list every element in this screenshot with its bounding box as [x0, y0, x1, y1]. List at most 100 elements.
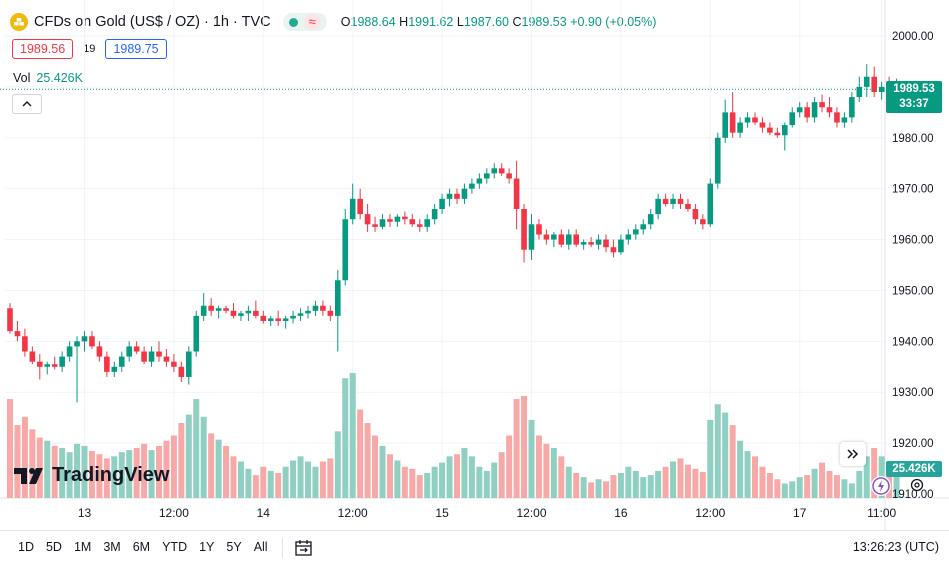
time-axis-label: 17	[793, 506, 807, 520]
volume-bar	[118, 452, 125, 498]
volume-bar	[379, 445, 386, 498]
bid-ask-row: 1989.56 19 1989.75	[12, 39, 167, 59]
candle-body	[439, 198, 445, 210]
volume-bar	[409, 468, 416, 498]
utc-clock[interactable]: 13:26:23 (UTC)	[852, 540, 939, 554]
volume-bar	[498, 452, 505, 498]
volume-bar	[729, 425, 736, 498]
candle-body	[416, 224, 423, 227]
volume-bar	[88, 451, 95, 498]
volume-bar	[111, 456, 118, 498]
collapse-legend-button[interactable]	[12, 94, 42, 114]
volume-bar	[282, 466, 289, 498]
candle-body	[588, 242, 594, 245]
range-button-1d[interactable]: 1D	[18, 540, 34, 554]
open-value: 1988.64	[350, 15, 396, 29]
price-axis-label: 2000.00	[892, 31, 934, 43]
volume-bar	[811, 468, 818, 498]
volume-bar	[51, 445, 58, 498]
candle-body	[193, 315, 200, 352]
volume-bar	[178, 423, 185, 498]
candle-body	[759, 122, 766, 128]
range-button-5y[interactable]: 5Y	[226, 540, 242, 554]
candle-body	[327, 310, 334, 316]
candle-body	[312, 305, 319, 311]
candle-body	[253, 310, 259, 316]
candle-body	[856, 86, 863, 98]
volume-bar	[632, 470, 639, 498]
range-button-1m[interactable]: 1M	[73, 540, 92, 554]
volume-bar	[81, 445, 88, 498]
volume-bar	[372, 435, 379, 498]
candle-body	[171, 361, 177, 367]
volume-bar	[230, 456, 237, 498]
volume-bar	[491, 462, 498, 498]
candle-body	[484, 173, 490, 179]
scroll-to-realtime-button[interactable]	[840, 442, 866, 466]
market-open-dot-icon	[288, 17, 298, 27]
sell-bid-button[interactable]: 1989.56	[12, 39, 74, 59]
time-axis-label: 12:00	[695, 506, 725, 520]
range-button-1y[interactable]: 1Y	[199, 540, 215, 554]
volume-bar	[290, 460, 297, 498]
volume-bar	[185, 414, 192, 498]
candle-body	[245, 310, 252, 314]
last-price-tag: 1989.53 33:37	[886, 81, 942, 113]
candle-body	[186, 351, 192, 377]
candle-body	[335, 280, 341, 316]
price-chart[interactable]: 1910.00 1920.00 1930.00 1940.00 1950.00 1960.…	[0, 0, 949, 530]
tradingview-logo[interactable]: TradingView	[14, 464, 169, 487]
volume-bar	[305, 461, 311, 498]
candle-body	[640, 224, 647, 230]
volume-bar	[193, 399, 200, 498]
range-button-all[interactable]: All	[253, 540, 268, 554]
candle-body	[819, 102, 825, 108]
chart-settings-button[interactable]	[909, 477, 925, 498]
volume-bar	[863, 456, 870, 498]
spread-value: 19	[83, 43, 96, 55]
buy-ask-button[interactable]: 1989.75	[105, 39, 167, 59]
price-axis-label: 1950.00	[892, 285, 934, 297]
candle-body	[714, 137, 721, 184]
gear-icon	[910, 478, 924, 492]
volume-bar	[342, 378, 349, 498]
candle-body	[22, 336, 28, 352]
volume-bar	[96, 454, 103, 498]
last-price-value: 1989.53	[893, 83, 935, 95]
volume-bar	[260, 466, 267, 498]
range-button-5d[interactable]: 5D	[45, 540, 62, 554]
volume-bar	[141, 443, 148, 498]
candle-body	[595, 239, 602, 245]
candle-body	[528, 224, 535, 250]
market-status-badge[interactable]: ≈	[282, 13, 327, 31]
volume-bar	[156, 445, 162, 498]
candle-body	[878, 86, 885, 92]
candle-body	[59, 356, 65, 367]
volume-bar	[506, 435, 513, 498]
symbol-title[interactable]: CFDs on Gold (US$ / OZ) · 1h · TVC	[34, 14, 271, 30]
price-axis-label: 1960.00	[892, 235, 934, 247]
volume-bar	[237, 461, 244, 498]
volume-bar	[14, 425, 21, 498]
candle-body	[454, 193, 460, 199]
candle-body	[290, 315, 296, 319]
toolbar-divider	[282, 538, 283, 558]
range-button-3m[interactable]: 3M	[103, 540, 121, 554]
volume-bar	[647, 475, 654, 498]
volume-bar	[848, 483, 855, 498]
candle-body	[305, 310, 311, 314]
candle-body	[200, 305, 207, 316]
volume-bar	[513, 399, 520, 498]
lightning-icon[interactable]	[871, 476, 891, 496]
candle-body	[37, 361, 43, 367]
range-button-6m[interactable]: 6M	[132, 540, 151, 554]
range-button-ytd[interactable]: YTD	[162, 540, 188, 554]
volume-bar	[521, 395, 528, 498]
candle-body	[104, 356, 110, 372]
candle-body	[558, 234, 565, 245]
go-to-date-button[interactable]	[294, 539, 314, 562]
candle-body	[655, 198, 661, 215]
candle-body	[424, 219, 430, 227]
candle-body	[692, 209, 699, 220]
